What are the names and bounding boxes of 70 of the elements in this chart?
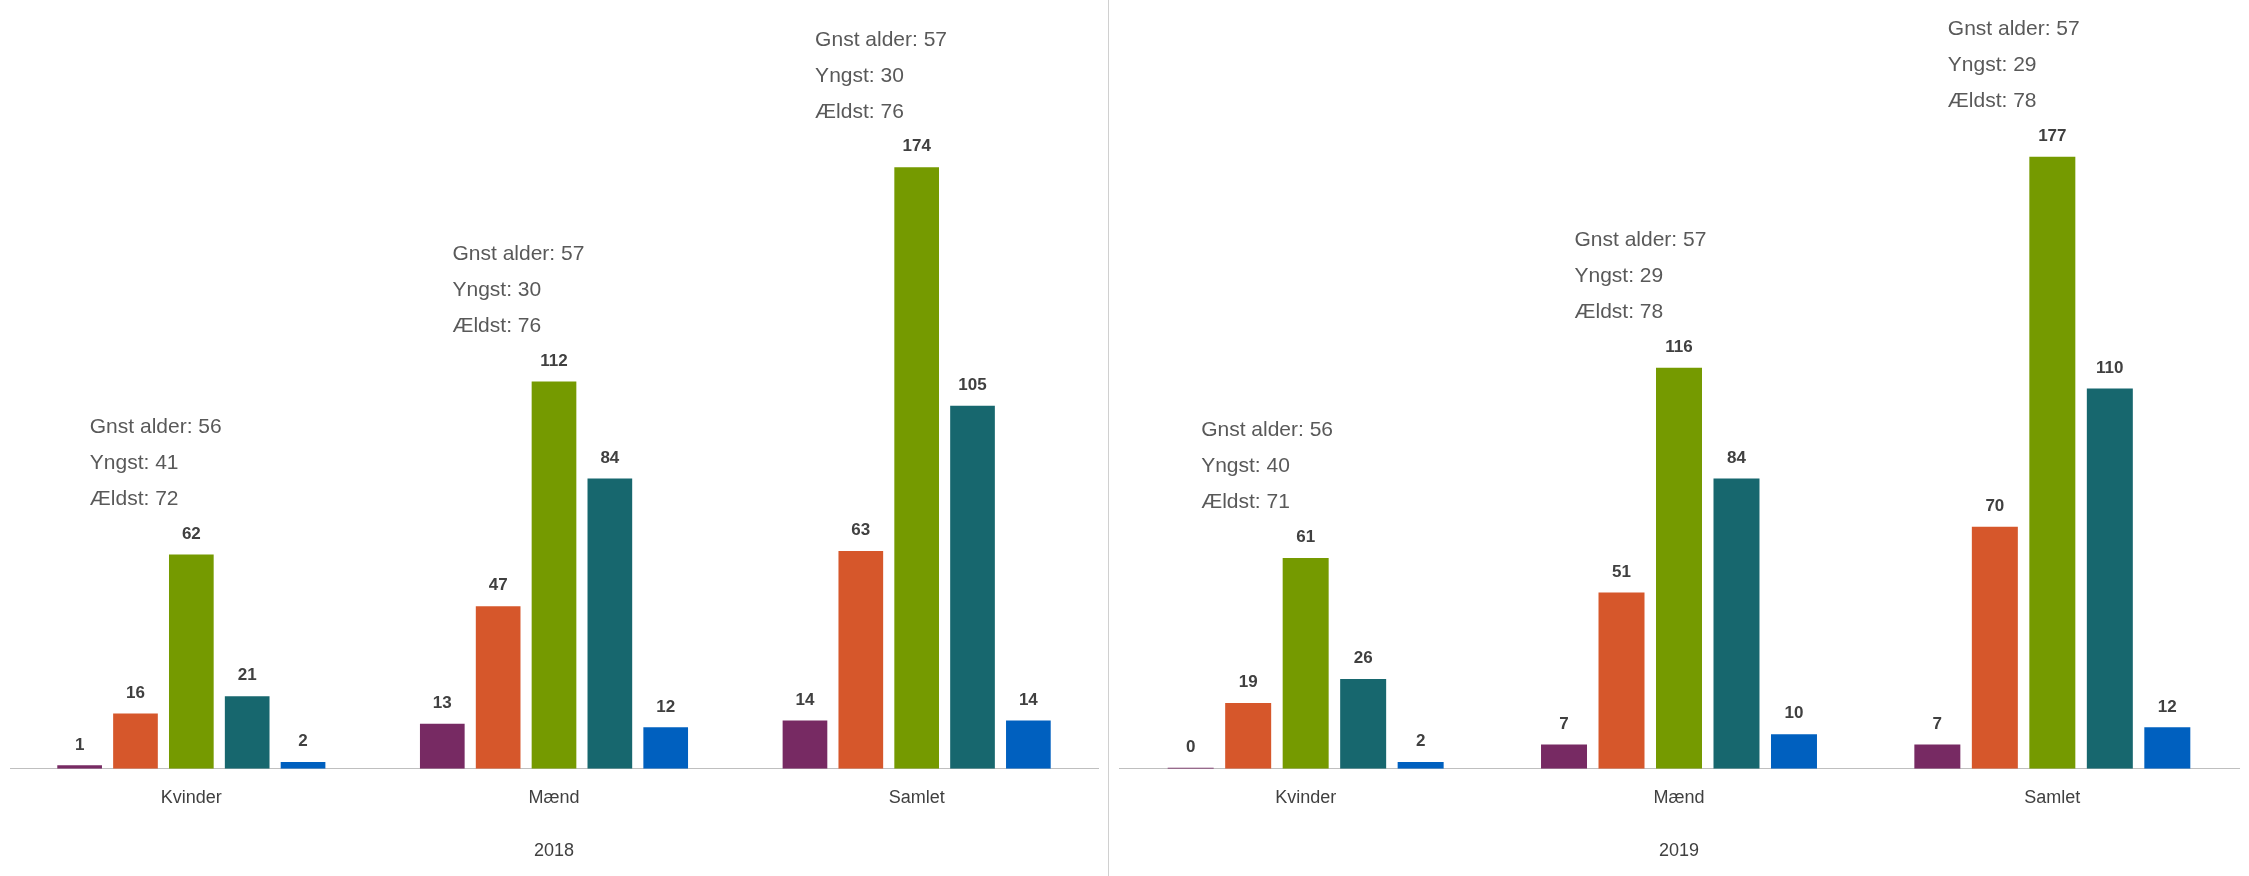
data-label: 61 (1296, 527, 1316, 547)
x-tick-label: Kvinder (1275, 786, 1337, 807)
data-label: 21 (237, 665, 257, 685)
data-label: 47 (488, 575, 508, 595)
bar (475, 606, 521, 769)
bar (587, 478, 633, 769)
bar (1541, 744, 1588, 769)
x-axis-title: 2018 (533, 840, 575, 861)
data-label: 174 (902, 136, 932, 156)
bar (531, 381, 577, 769)
data-label: 70 (1985, 495, 2005, 515)
bar (1340, 678, 1387, 769)
bar (113, 713, 158, 769)
bar (2086, 388, 2133, 769)
data-label: 84 (600, 447, 620, 467)
data-label: 105 (958, 374, 987, 394)
bar (168, 554, 214, 769)
annotation: Gnst alder: 56 Yngst: 41 Ældst: 72 (89, 413, 222, 509)
bar (838, 550, 884, 769)
data-label: 13 (432, 693, 452, 713)
data-label: 7 (1932, 713, 1943, 733)
x-tick-label: Mænd (1653, 786, 1705, 807)
data-label: 51 (1612, 561, 1631, 581)
x-axis-title: 2019 (1658, 840, 1700, 861)
annotation: Gnst alder: 57 Yngst: 30 Ældst: 76 (452, 240, 585, 336)
data-label: 2 (298, 731, 308, 751)
data-label: 110 (2096, 357, 2124, 377)
data-label: 10 (1784, 703, 1804, 723)
bar (1971, 526, 2018, 769)
bar (950, 405, 995, 769)
data-label: 2 (1415, 731, 1426, 751)
bar (1656, 367, 1702, 769)
x-tick-label: Samlet (2024, 786, 2081, 807)
x-tick-label: Kvinder (160, 786, 222, 807)
x-tick-label: Mænd (528, 786, 580, 807)
annotation: Gnst alder: 57 Yngst: 29 Ældst: 78 (1574, 227, 1707, 323)
data-label: 19 (1238, 672, 1258, 692)
data-label: 14 (795, 689, 815, 709)
bar (1006, 720, 1051, 769)
bar (1225, 703, 1272, 769)
annotation: Gnst alder: 56 Yngst: 40 Ældst: 71 (1201, 417, 1334, 513)
bar (2029, 156, 2076, 769)
annotation: Gnst alder: 57 Yngst: 29 Ældst: 78 (1947, 16, 2080, 112)
data-label: 14 (1018, 689, 1039, 709)
data-label: 112 (540, 350, 568, 370)
bar (894, 167, 940, 769)
data-label: 26 (1353, 648, 1373, 668)
bar (1598, 592, 1645, 769)
data-label: 177 (2038, 126, 2067, 146)
bar (782, 720, 828, 769)
data-label: 0 (1185, 736, 1196, 756)
bar (1282, 557, 1329, 769)
annotation: Gnst alder: 57 Yngst: 30 Ældst: 76 (815, 26, 948, 122)
data-label: 16 (126, 682, 145, 702)
data-label: 84 (1727, 447, 1747, 467)
bar (2144, 727, 2191, 769)
bar (419, 723, 465, 769)
x-tick-label: Samlet (888, 786, 945, 807)
bar (643, 727, 689, 769)
data-label: 7 (1559, 713, 1569, 733)
data-label: 12 (2157, 696, 2177, 716)
data-label: 116 (1665, 336, 1693, 356)
data-label: 62 (181, 523, 201, 543)
bar (224, 696, 270, 769)
bar (1914, 744, 1961, 769)
bar (1770, 734, 1817, 769)
data-label: 1 (74, 734, 85, 754)
data-label: 63 (851, 520, 871, 540)
data-label: 12 (656, 696, 676, 716)
bar (1713, 478, 1760, 769)
